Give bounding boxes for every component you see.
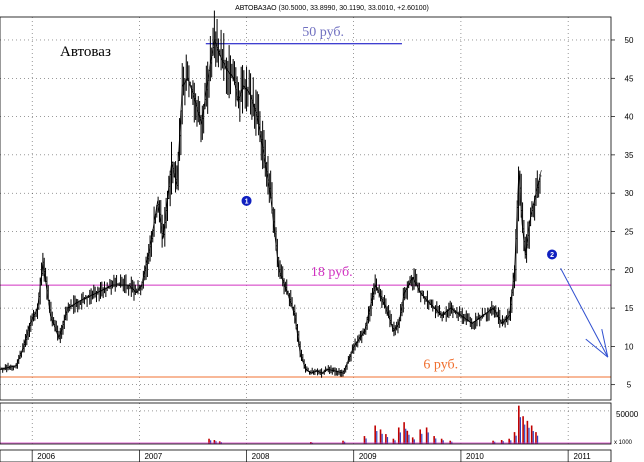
- price-annotation: 6 руб.: [423, 358, 458, 373]
- y-tick-label: 20: [625, 266, 634, 275]
- y-tick-label: 45: [625, 74, 634, 83]
- y-tick-label: 5: [627, 381, 632, 390]
- volume-panel-frame: [0, 402, 612, 445]
- price-annotation: 50 руб.: [302, 25, 344, 40]
- volume-tick-label: 50000: [616, 410, 639, 419]
- x-tick-label: 2010: [466, 452, 484, 461]
- volume-scale-label: x 1000: [614, 440, 633, 446]
- time-axis-frame: [0, 449, 612, 462]
- wave-marker: [241, 195, 252, 206]
- y-tick-label: 25: [625, 227, 634, 236]
- x-tick-label: 2006: [37, 452, 55, 461]
- y-tick-label: 10: [625, 342, 634, 351]
- x-tick-label: 2007: [144, 452, 162, 461]
- forecast-arrow-line: [560, 268, 609, 358]
- wave-marker-label: 1: [245, 198, 249, 205]
- price-series-line: [0, 38, 542, 374]
- y-tick-label: 40: [625, 113, 634, 122]
- forecast-arrow-head: [601, 328, 609, 358]
- wave-marker-label: 2: [550, 252, 554, 259]
- y-tick-label: 35: [625, 151, 634, 160]
- chart-title: Автоваз: [60, 44, 111, 60]
- x-tick-label: 2008: [252, 452, 270, 461]
- price-panel-frame: [0, 16, 612, 401]
- y-tick-label: 30: [625, 189, 634, 198]
- x-tick-label: 2011: [574, 452, 592, 461]
- y-tick-label: 15: [625, 304, 634, 313]
- forecast-arrow-head: [585, 338, 609, 358]
- chart-header: АВТОВАЗАО (30.5000, 33.8990, 30.1190, 33…: [235, 5, 429, 12]
- y-tick-label: 50: [625, 36, 634, 45]
- wave-marker: [547, 249, 558, 260]
- price-annotation: 18 руб.: [311, 265, 353, 280]
- x-tick-label: 2009: [359, 452, 377, 461]
